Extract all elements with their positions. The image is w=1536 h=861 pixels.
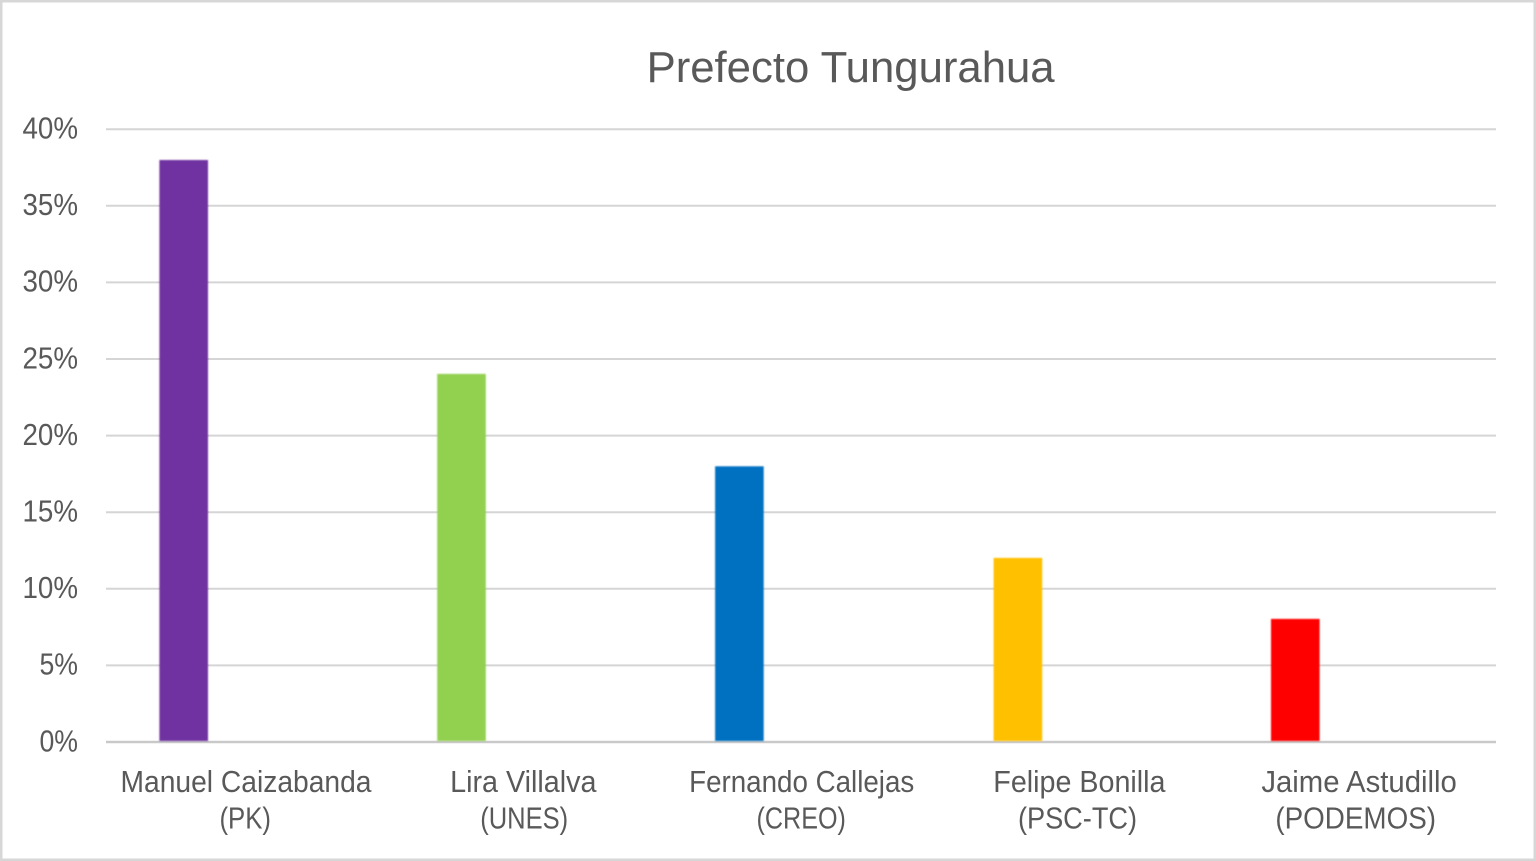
svg-text:5%: 5% [40, 647, 79, 682]
svg-text:Prefecto Tungurahua: Prefecto Tungurahua [647, 43, 1056, 92]
svg-text:30%: 30% [23, 264, 79, 299]
svg-text:10%: 10% [23, 570, 79, 605]
svg-text:(PODEMOS): (PODEMOS) [1275, 802, 1436, 836]
svg-text:0%: 0% [40, 723, 79, 758]
svg-text:(PK): (PK) [219, 802, 271, 836]
svg-text:(CREO): (CREO) [757, 802, 846, 836]
svg-text:Manuel Caizabanda: Manuel Caizabanda [121, 765, 372, 799]
svg-text:25%: 25% [23, 340, 79, 375]
svg-text:40%: 40% [23, 111, 79, 146]
svg-text:Felipe Bonilla: Felipe Bonilla [993, 765, 1165, 799]
svg-text:20%: 20% [23, 417, 79, 452]
svg-text:Lira Villalva: Lira Villalva [450, 765, 596, 799]
svg-text:Jaime Astudillo: Jaime Astudillo [1261, 765, 1457, 799]
svg-text:Fernando Callejas: Fernando Callejas [689, 765, 914, 799]
svg-text:(UNES): (UNES) [480, 802, 568, 836]
svg-text:15%: 15% [23, 494, 79, 529]
svg-text:35%: 35% [23, 187, 79, 222]
svg-text:(PSC-TC): (PSC-TC) [1018, 802, 1137, 836]
